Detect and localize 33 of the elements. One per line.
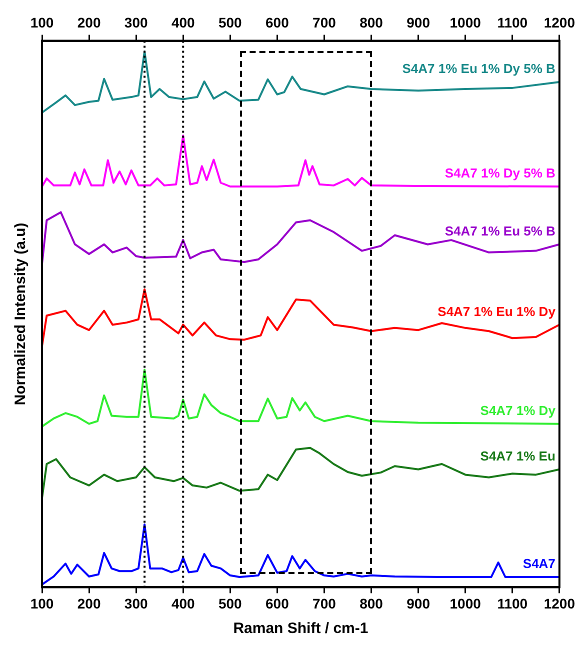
x2-tick-label: 400 (171, 14, 196, 30)
series-label: S4A7 (522, 556, 556, 572)
x2-tick-label: 900 (406, 14, 430, 30)
x-tick-label: 1000 (450, 595, 482, 612)
x2-tick-label: 1000 (450, 14, 482, 30)
x-axis-title: Raman Shift / cm-1 (233, 620, 368, 638)
series-label: S4A7 1% Eu (480, 448, 556, 464)
x-tick-label: 1200 (544, 595, 576, 612)
x2-tick-label: 300 (124, 14, 148, 30)
series-label: S4A7 1% Eu 1% Dy 5% B (402, 61, 556, 76)
x-tick-label: 1100 (497, 595, 528, 612)
x2-tick-label: 100 (30, 14, 54, 30)
x-tick-label: 900 (406, 595, 430, 612)
x-tick-label: 600 (266, 595, 290, 612)
x-tick-label: 500 (218, 595, 242, 612)
x2-tick-label: 600 (266, 14, 290, 30)
x2-tick-label: 200 (77, 14, 101, 30)
x2-tick-label: 500 (218, 14, 242, 30)
series-label: S4A7 1% Eu 1% Dy (438, 304, 556, 319)
x2-tick-label: 800 (360, 14, 384, 30)
series-label: S4A7 1% Dy 5% B (444, 166, 556, 181)
x2-tick-label: 1200 (544, 14, 576, 30)
x-tick-label: 300 (124, 595, 148, 612)
x-tick-label: 700 (312, 595, 336, 612)
series-label: S4A7 1% Eu 5% B (444, 223, 556, 238)
x-tick-label: 400 (171, 595, 196, 612)
y-axis-title: Normalized Intensity (a.u) (12, 222, 30, 406)
x-tick-label: 200 (77, 595, 101, 612)
x-tick-label: 800 (360, 595, 384, 612)
series-label: S4A7 1% Dy (480, 402, 556, 418)
x-tick-label: 100 (30, 595, 54, 612)
x2-tick-label: 700 (312, 14, 336, 30)
x2-tick-label: 1100 (497, 14, 528, 30)
